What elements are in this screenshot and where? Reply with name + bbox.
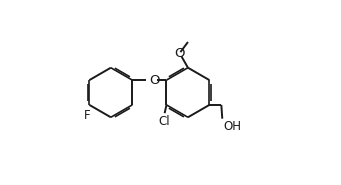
Text: O: O bbox=[174, 47, 184, 60]
Text: OH: OH bbox=[223, 120, 241, 133]
Text: F: F bbox=[84, 110, 90, 122]
Text: O: O bbox=[149, 74, 160, 87]
Text: Cl: Cl bbox=[158, 115, 169, 128]
